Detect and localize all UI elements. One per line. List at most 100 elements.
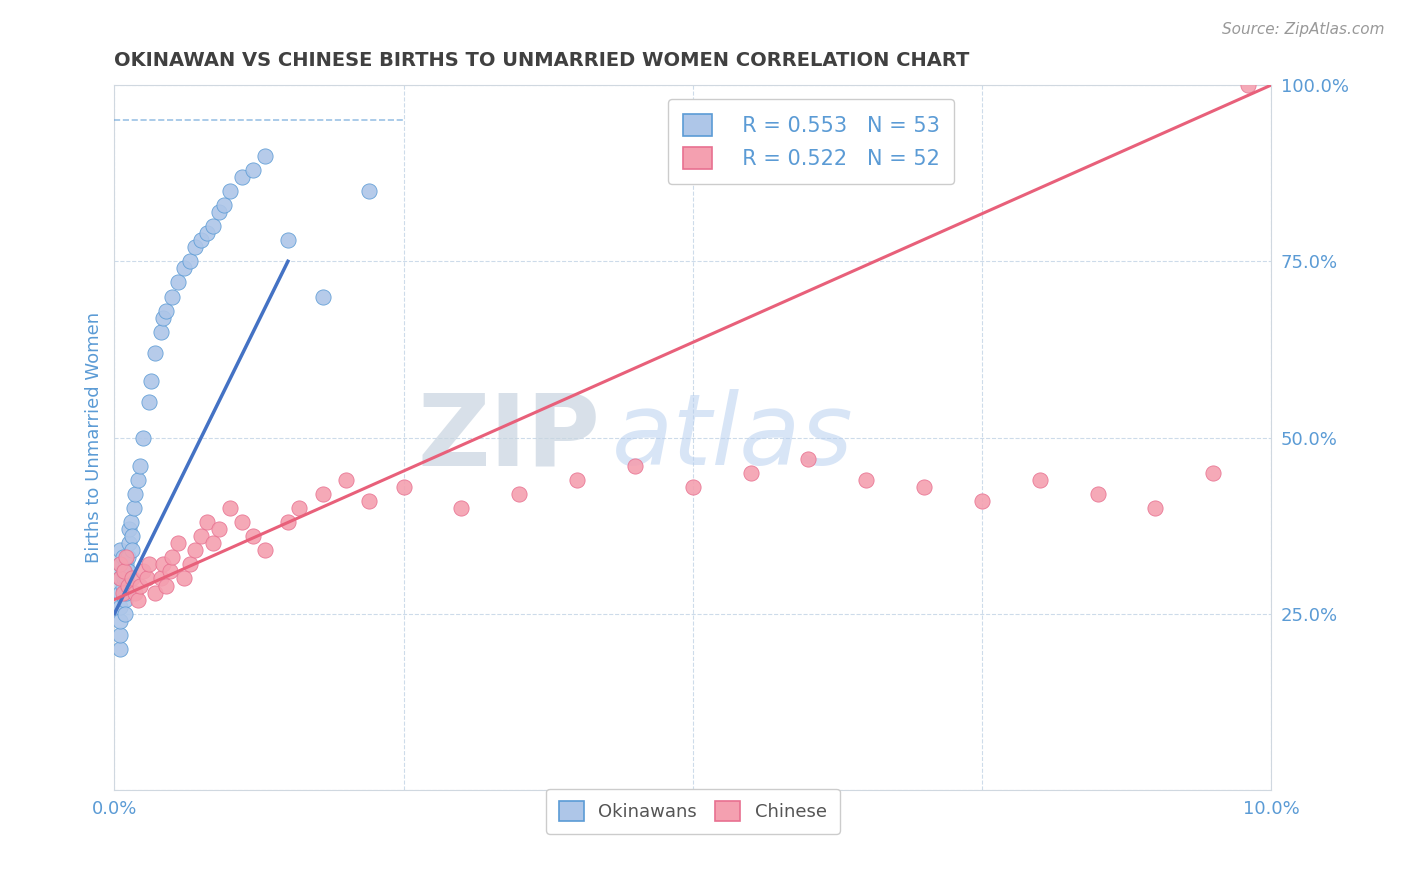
Point [195, 226, 218, 240]
Point [143, 346, 166, 360]
Point [122, 501, 145, 516]
Point [141, 374, 163, 388]
Point [392, 480, 415, 494]
Point [162, 289, 184, 303]
Point [132, 565, 155, 579]
Point [682, 480, 704, 494]
Point [1029, 473, 1052, 487]
Point [149, 325, 172, 339]
Point [508, 487, 530, 501]
Text: Source: ZipAtlas.com: Source: ZipAtlas.com [1222, 22, 1385, 37]
Point [162, 550, 184, 565]
Point [127, 473, 149, 487]
Point [135, 572, 157, 586]
Point [167, 276, 190, 290]
Text: ZIP: ZIP [418, 389, 600, 486]
Point [253, 148, 276, 162]
Point [132, 430, 155, 444]
Point [219, 501, 242, 516]
Point [121, 529, 143, 543]
Point [152, 310, 174, 325]
Point [288, 501, 311, 516]
Point [112, 572, 135, 586]
Point [121, 572, 143, 586]
Point [214, 198, 236, 212]
Point [357, 184, 380, 198]
Point [149, 572, 172, 586]
Point [111, 550, 134, 565]
Point [121, 543, 143, 558]
Point [152, 558, 174, 572]
Point [138, 558, 160, 572]
Point [201, 536, 224, 550]
Point [190, 529, 212, 543]
Point [115, 550, 138, 565]
Point [128, 578, 150, 592]
Point [111, 578, 134, 592]
Point [219, 184, 242, 198]
Point [124, 585, 146, 599]
Point [159, 565, 181, 579]
Point [1237, 78, 1260, 92]
Point [111, 565, 134, 579]
Point [138, 395, 160, 409]
Point [253, 543, 276, 558]
Point [207, 205, 229, 219]
Point [108, 585, 131, 599]
Point [118, 522, 141, 536]
Point [143, 585, 166, 599]
Point [311, 487, 333, 501]
Point [124, 487, 146, 501]
Point [114, 592, 136, 607]
Point [108, 599, 131, 614]
Point [242, 529, 264, 543]
Point [184, 543, 207, 558]
Point [115, 585, 138, 599]
Point [912, 480, 935, 494]
Point [128, 458, 150, 473]
Point [970, 494, 993, 508]
Text: OKINAWAN VS CHINESE BIRTHS TO UNMARRIED WOMEN CORRELATION CHART: OKINAWAN VS CHINESE BIRTHS TO UNMARRIED … [114, 51, 970, 70]
Point [155, 578, 177, 592]
Point [231, 169, 253, 184]
Point [115, 558, 138, 572]
Point [117, 550, 139, 565]
Y-axis label: Births to Unmarried Women: Births to Unmarried Women [86, 312, 103, 563]
Point [108, 614, 131, 628]
Point [155, 303, 177, 318]
Point [1144, 501, 1167, 516]
Point [108, 628, 131, 642]
Point [115, 572, 138, 586]
Point [179, 558, 201, 572]
Point [108, 642, 131, 657]
Point [108, 572, 131, 586]
Text: atlas: atlas [612, 389, 853, 486]
Point [184, 240, 207, 254]
Point [112, 565, 135, 579]
Point [118, 536, 141, 550]
Point [117, 565, 139, 579]
Point [797, 451, 820, 466]
Point [112, 585, 135, 599]
Point [855, 473, 877, 487]
Point [167, 536, 190, 550]
Point [111, 585, 134, 599]
Point [127, 592, 149, 607]
Point [201, 219, 224, 233]
Point [1087, 487, 1109, 501]
Point [277, 515, 299, 529]
Point [311, 289, 333, 303]
Point [108, 543, 131, 558]
Point [195, 515, 218, 529]
Point [179, 254, 201, 268]
Point [114, 607, 136, 621]
Legend: Okinawans, Chinese: Okinawans, Chinese [546, 789, 839, 834]
Point [357, 494, 380, 508]
Point [1202, 466, 1225, 480]
Point [190, 233, 212, 247]
Point [335, 473, 357, 487]
Point [108, 572, 131, 586]
Point [108, 558, 131, 572]
Point [108, 558, 131, 572]
Point [242, 162, 264, 177]
